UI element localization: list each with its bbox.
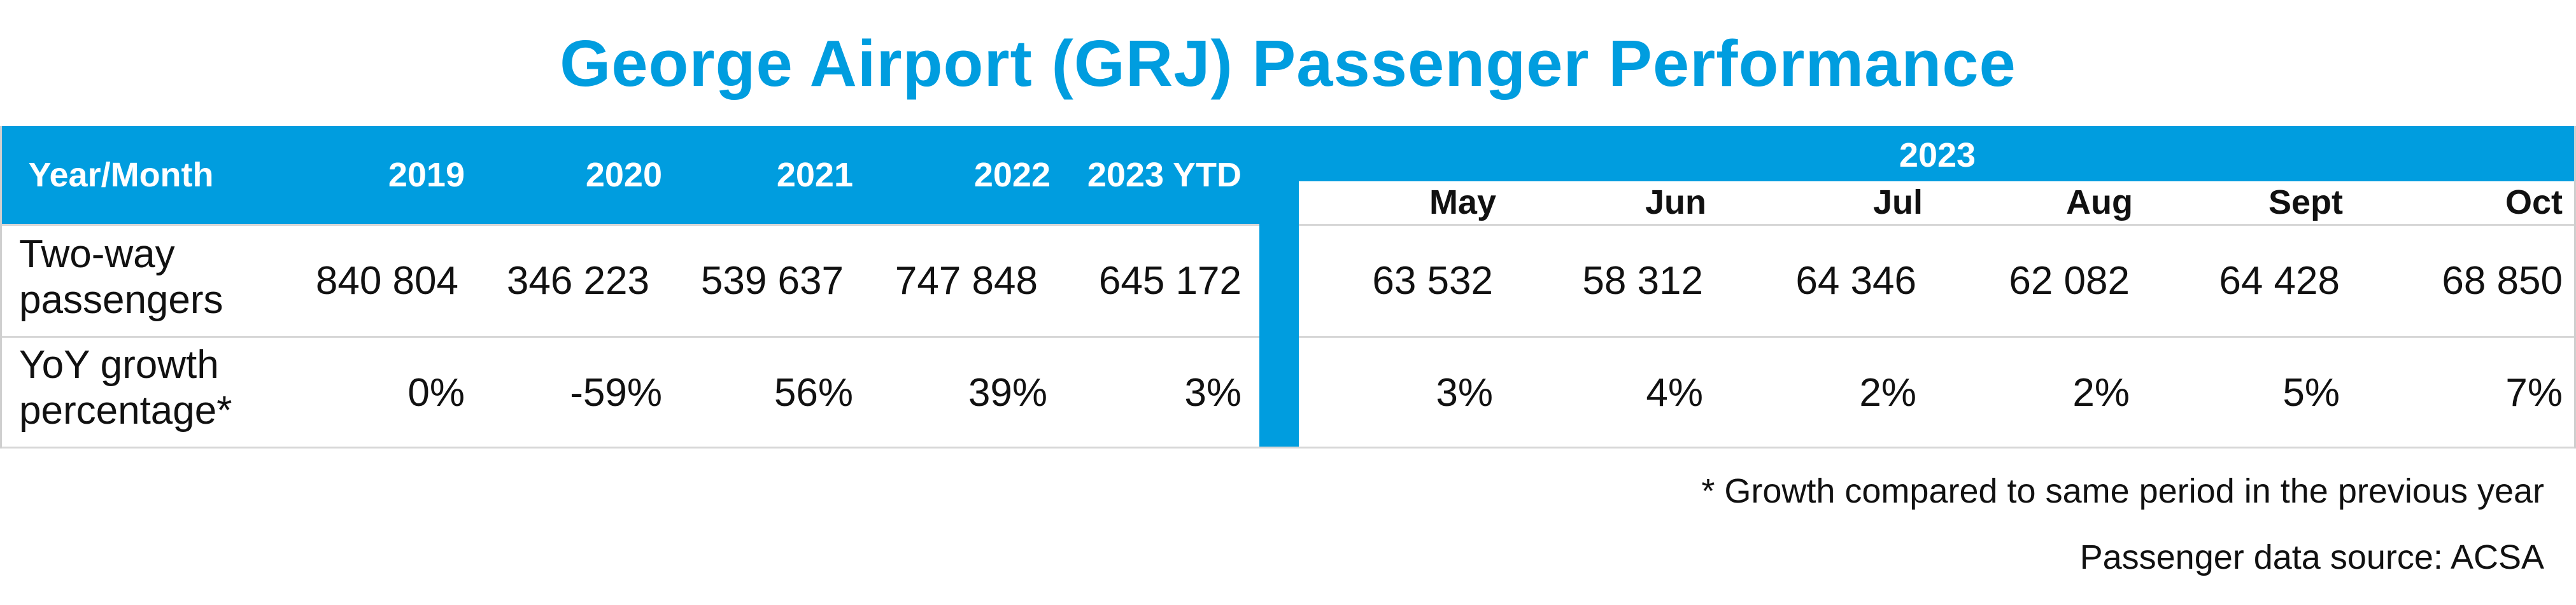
cell-passengers-oct: 68 850 xyxy=(2442,259,2563,303)
row-divider xyxy=(0,224,1259,226)
cell-growth-2020: -59% xyxy=(570,371,662,415)
cell-growth-2023-ytd: 3% xyxy=(1184,371,1242,415)
cell-passengers-2023-ytd: 645 172 xyxy=(1098,259,1242,303)
cell-growth-may: 3% xyxy=(1436,371,1493,415)
table-bottom-border xyxy=(0,447,2576,449)
cell-growth-jun: 4% xyxy=(1646,371,1703,415)
row-divider xyxy=(1299,224,2576,226)
cell-growth-sept: 5% xyxy=(2282,371,2340,415)
header-jul: Jul xyxy=(1872,183,1923,221)
footnote-source: Passenger data source: ACSA xyxy=(2079,538,2544,576)
row-divider xyxy=(0,336,1259,338)
row-label-line: passengers xyxy=(19,278,223,322)
cell-passengers-2022: 747 848 xyxy=(895,259,1038,303)
row-label-yoy-growth: YoY growth percentage* xyxy=(19,342,337,434)
cell-growth-oct: 7% xyxy=(2505,371,2563,415)
row-label-two-way-passengers: Two-way passengers xyxy=(19,232,337,323)
column-separator xyxy=(1259,126,1299,448)
header-sept: Sept xyxy=(2268,183,2343,221)
month-header-band xyxy=(1299,181,2576,224)
header-2020: 2020 xyxy=(585,156,662,194)
cell-growth-2019: 0% xyxy=(407,371,465,415)
table-left-border xyxy=(0,126,2,449)
row-divider xyxy=(1299,336,2576,338)
header-oct: Oct xyxy=(2505,183,2563,221)
cell-growth-2021: 56% xyxy=(774,371,853,415)
cell-passengers-2020: 346 223 xyxy=(506,259,649,303)
footnote-growth: * Growth compared to same period in the … xyxy=(1701,472,2544,510)
page-title: George Airport (GRJ) Passenger Performan… xyxy=(560,27,2016,100)
header-year-month: Year/Month xyxy=(28,156,214,194)
header-jun: Jun xyxy=(1645,183,1706,221)
cell-growth-jul: 2% xyxy=(1859,371,1916,415)
cell-passengers-aug: 62 082 xyxy=(2009,259,2130,303)
header-2019: 2019 xyxy=(388,156,465,194)
header-2022: 2022 xyxy=(973,156,1051,194)
cell-passengers-jun: 58 312 xyxy=(1582,259,1703,303)
row-label-line: percentage* xyxy=(19,389,232,433)
header-year-2023: 2023 xyxy=(1899,136,1976,174)
header-2023-ytd: 2023 YTD xyxy=(1087,156,1242,194)
cell-passengers-sept: 64 428 xyxy=(2219,259,2340,303)
header-may: May xyxy=(1429,183,1496,221)
header-aug: Aug xyxy=(2066,183,2133,221)
cell-passengers-may: 63 532 xyxy=(1372,259,1493,303)
cell-passengers-2021: 539 637 xyxy=(700,259,844,303)
table-right-border xyxy=(2574,126,2576,449)
row-label-line: YoY growth xyxy=(19,343,219,387)
cell-growth-aug: 2% xyxy=(2072,371,2130,415)
cell-growth-2022: 39% xyxy=(968,371,1047,415)
row-label-line: Two-way xyxy=(19,232,175,276)
cell-passengers-2019: 840 804 xyxy=(315,259,458,303)
header-2021: 2021 xyxy=(776,156,853,194)
cell-passengers-jul: 64 346 xyxy=(1795,259,1916,303)
